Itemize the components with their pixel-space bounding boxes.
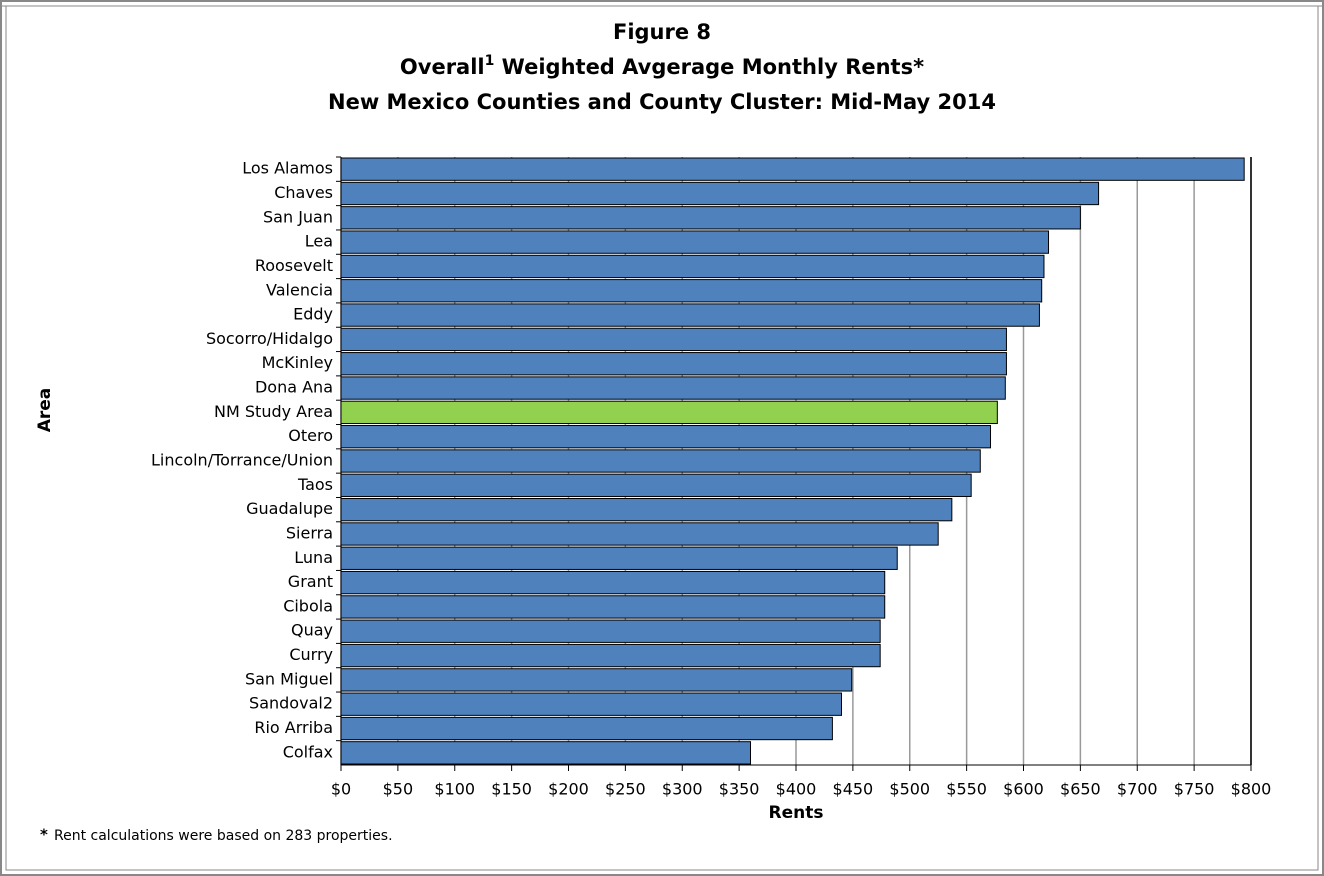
y-tick-label: Lea <box>305 232 333 251</box>
bar <box>340 619 881 643</box>
x-tick-label: $650 <box>1060 780 1101 799</box>
chart-title: Figure 8 <box>613 20 711 44</box>
note: Rent calculations were based on 283 prop… <box>54 828 393 844</box>
subtitle-part: Weighted Avgerage Monthly Rents* <box>494 55 924 79</box>
bar <box>340 595 886 619</box>
superscript: 1 <box>485 53 495 69</box>
x-axis-title: Rents <box>769 803 824 823</box>
bar <box>340 449 981 473</box>
y-tick-label: Lincoln/Torrance/Union <box>151 451 333 470</box>
x-tick-label: $250 <box>605 780 646 799</box>
bar <box>340 279 1043 303</box>
y-tick-label: Rio Arriba <box>254 718 333 737</box>
x-tick-label: $100 <box>434 780 475 799</box>
x-tick-label: $300 <box>662 780 703 799</box>
x-tick-label: $750 <box>1174 780 1215 799</box>
x-tick-label: $500 <box>889 780 930 799</box>
bar <box>340 716 833 741</box>
y-tick-label: Roosevelt <box>255 256 333 275</box>
y-tick-label: Socorro/Hidalgo <box>206 329 333 348</box>
bar <box>340 643 881 668</box>
chart-subtitle: Overall1 Weighted Avgerage Monthly Rents… <box>400 53 924 79</box>
y-tick-label: Luna <box>294 548 333 567</box>
note-marker: * <box>40 826 48 844</box>
y-tick-label: Grant <box>288 572 333 591</box>
y-tick-label: Otero <box>288 426 333 445</box>
bar <box>340 303 1040 327</box>
bar <box>340 376 1006 400</box>
y-tick-label: San Miguel <box>245 669 333 688</box>
y-tick-label: Sierra <box>286 523 333 542</box>
y-tick-label: Curry <box>289 645 333 664</box>
bar <box>340 570 886 595</box>
bar <box>340 157 1245 181</box>
x-tick-label: $200 <box>548 780 589 799</box>
x-tick-label: $0 <box>331 780 351 799</box>
x-tick-label: $800 <box>1231 780 1272 799</box>
bar <box>340 741 751 765</box>
bar <box>340 230 1050 254</box>
x-tick-label: $400 <box>776 780 817 799</box>
bar <box>340 206 1081 230</box>
bar <box>340 181 1100 206</box>
bar <box>340 497 953 522</box>
bar <box>340 522 939 546</box>
x-tick-label: $150 <box>491 780 532 799</box>
y-tick-label: Guadalupe <box>246 499 333 518</box>
y-tick-label: Taos <box>297 475 333 494</box>
subtitle-part: Overall <box>400 55 485 79</box>
bar <box>340 668 853 692</box>
x-tick-label: $550 <box>946 780 987 799</box>
chart-subtitle: New Mexico Counties and County Cluster: … <box>328 90 996 114</box>
y-tick-label: San Juan <box>263 207 333 226</box>
y-tick-label: McKinley <box>262 353 333 372</box>
y-tick-label: Chaves <box>274 183 333 202</box>
y-tick-label: Sandoval2 <box>249 694 333 713</box>
bar <box>340 400 998 425</box>
x-tick-label: $350 <box>719 780 760 799</box>
y-tick-label: Eddy <box>293 305 333 324</box>
bar <box>340 692 842 716</box>
bar <box>340 327 1007 352</box>
bar <box>340 425 992 449</box>
y-tick-label: Colfax <box>283 742 333 761</box>
y-tick-label: Los Alamos <box>242 159 333 178</box>
bar <box>340 473 972 497</box>
x-tick-label: $50 <box>383 780 414 799</box>
y-tick-label: Quay <box>291 621 333 640</box>
bar <box>340 352 1007 376</box>
bar <box>340 546 898 570</box>
inner-frame <box>5 5 1319 871</box>
y-tick-label: Valencia <box>266 280 333 299</box>
x-tick-label: $450 <box>833 780 874 799</box>
y-axis-title: Area <box>35 388 55 433</box>
bar <box>340 254 1045 279</box>
x-tick-label: $600 <box>1003 780 1044 799</box>
y-tick-label: Cibola <box>283 596 333 615</box>
y-tick-label: NM Study Area <box>214 402 333 421</box>
x-tick-label: $700 <box>1117 780 1158 799</box>
y-tick-label: Dona Ana <box>255 378 333 397</box>
